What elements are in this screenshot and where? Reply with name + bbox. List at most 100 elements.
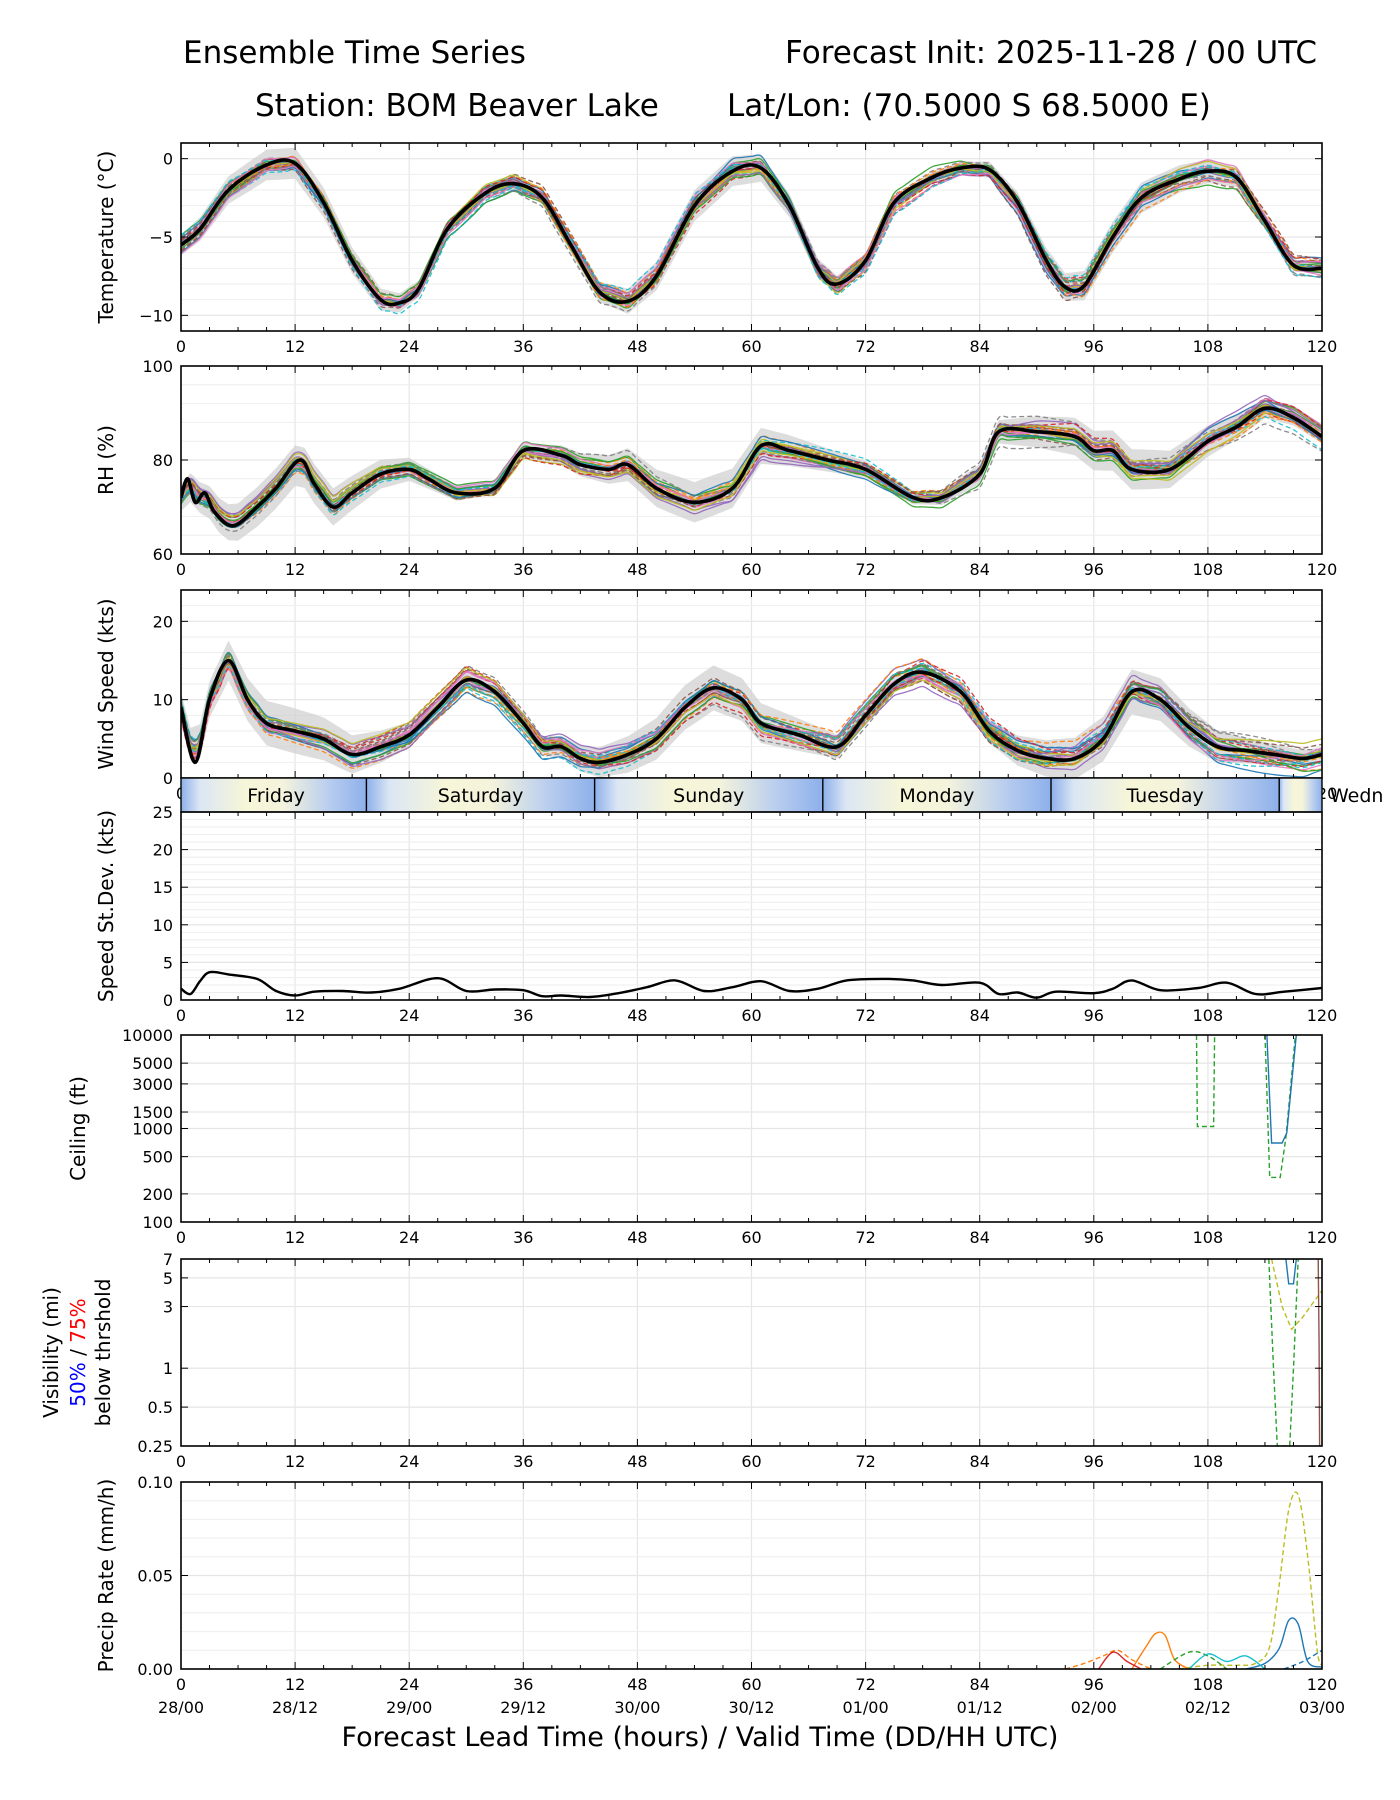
x-tick-label: 96 <box>1084 1006 1104 1025</box>
y-tick-label: 25 <box>153 803 173 822</box>
day-segment <box>366 778 595 812</box>
x-tick-label: 24 <box>399 1006 419 1025</box>
station-label: Station: BOM Beaver Lake <box>255 88 659 124</box>
valid-time-label: 03/00 <box>1299 1698 1345 1717</box>
visibility-below-label: below thrshold <box>91 1279 115 1427</box>
valid-time-label: 28/12 <box>272 1698 318 1717</box>
y-tick-label: 0 <box>163 150 173 169</box>
day-segment <box>1051 778 1280 812</box>
panel-5 <box>180 1258 1323 1447</box>
member-line <box>181 406 1322 525</box>
panel-1-axes: 0 12 24 36 48 60 72 84 96 108 120 60 80 100 <box>142 357 1337 579</box>
x-tick-label: 60 <box>741 1006 761 1025</box>
y-tick-label: 10 <box>153 691 173 710</box>
x-tick-label: 0 <box>176 1006 186 1025</box>
x-tick-label: 24 <box>399 560 419 579</box>
x-tick-label: 36 <box>513 560 533 579</box>
x-tick-label: 12 <box>285 560 305 579</box>
member-line <box>1245 1617 1322 1669</box>
y-tick-label: 200 <box>142 1185 173 1204</box>
x-tick-label: 0 <box>176 1452 186 1471</box>
p50-label: 50% <box>66 1362 90 1406</box>
member-line <box>1065 1649 1152 1669</box>
x-tick-label: 0 <box>176 560 186 579</box>
x-tick-label: 96 <box>1084 1452 1104 1471</box>
member-line <box>181 658 1322 772</box>
x-tick-label: 72 <box>855 1228 875 1247</box>
latlon-label: Lat/Lon: (70.5000 S 68.5000 E) <box>727 88 1211 124</box>
member-line <box>1195 1035 1216 1128</box>
x-tick-label: 36 <box>513 337 533 356</box>
p75-label: 75% <box>66 1298 90 1342</box>
x-tick-label: 60 <box>741 1452 761 1471</box>
y-tick-label: 20 <box>153 841 173 860</box>
x-tick-label: 0 <box>176 1675 186 1694</box>
x-tick-label: 12 <box>285 1006 305 1025</box>
x-tick-label: 84 <box>970 560 990 579</box>
member-line <box>1270 1259 1322 1331</box>
x-tick-label: 60 <box>741 1675 761 1694</box>
x-tick-label: 84 <box>970 1452 990 1471</box>
y-tick-label: 20 <box>153 612 173 631</box>
member-line <box>181 404 1322 517</box>
day-segment <box>1279 778 1322 812</box>
member-line <box>181 403 1322 518</box>
panel-0-axes: 0 12 24 36 48 60 72 84 96 108 120 0 −5 −10 <box>139 142 1338 356</box>
y-tick-label: 10 <box>153 916 173 935</box>
panel-6-axes: 0 28/00 12 28/12 24 29/00 36 29/12 48 30/00 60 30/1… <box>137 1473 1345 1717</box>
x-tick-label: 84 <box>970 1228 990 1247</box>
x-tick-label: 120 <box>1307 1675 1338 1694</box>
y-tick-label: 100 <box>142 357 173 376</box>
x-tick-label: 48 <box>627 337 647 356</box>
y-axis-label: Ceiling (ft) <box>66 1076 90 1181</box>
ensemble-members <box>181 394 1322 541</box>
ensemble-spread-band <box>181 398 1322 541</box>
x-tick-label: 96 <box>1084 1675 1104 1694</box>
valid-time-label: 02/12 <box>1185 1698 1231 1717</box>
y-tick-label: 1 <box>163 1359 173 1378</box>
x-tick-label: 48 <box>627 1006 647 1025</box>
y-axis-label: Wind Speed (kts) <box>94 598 118 769</box>
day-segment <box>594 778 823 812</box>
x-tick-label: 108 <box>1193 337 1224 356</box>
y-tick-label: 10000 <box>122 1026 173 1045</box>
figure-title: Ensemble Time Series <box>183 35 526 71</box>
ensemble-members <box>181 640 1322 778</box>
day-label: Wedn <box>1330 785 1383 807</box>
member-line <box>181 659 1322 765</box>
y-tick-label: 0 <box>163 991 173 1010</box>
x-tick-label: 96 <box>1084 1228 1104 1247</box>
day-label: Friday <box>247 785 305 807</box>
member-line <box>181 409 1322 529</box>
x-tick-label: 24 <box>399 337 419 356</box>
y-tick-label: 0.25 <box>137 1437 173 1456</box>
y-tick-label: 60 <box>153 545 173 564</box>
y-tick-label: 7 <box>163 1250 173 1269</box>
y-tick-label: 1000 <box>132 1120 173 1139</box>
x-tick-label: 48 <box>627 1228 647 1247</box>
x-tick-label: 12 <box>285 1675 305 1694</box>
x-tick-label: 72 <box>855 337 875 356</box>
slash: / <box>66 1343 90 1362</box>
x-tick-label: 120 <box>1307 1006 1338 1025</box>
x-tick-label: 108 <box>1193 1228 1224 1247</box>
day-label: Sunday <box>673 785 744 807</box>
x-tick-label: 108 <box>1193 1452 1224 1471</box>
x-tick-label: 96 <box>1084 337 1104 356</box>
ensemble-members <box>181 147 1322 315</box>
x-tick-label: 120 <box>1307 337 1338 356</box>
x-tick-label: 96 <box>1084 560 1104 579</box>
y-tick-label: −5 <box>149 228 173 247</box>
x-tick-label: 108 <box>1193 1675 1224 1694</box>
x-tick-label: 60 <box>741 337 761 356</box>
y-tick-label: 3000 <box>132 1075 173 1094</box>
member-line <box>181 660 1322 762</box>
x-tick-label: 24 <box>399 1452 419 1471</box>
valid-time-label: 01/12 <box>957 1698 1003 1717</box>
panel-3 <box>180 811 1323 1001</box>
ensemble-mean-line <box>181 658 1322 765</box>
day-label: Tuesday <box>1125 785 1203 807</box>
panel-4-axes: 0 12 24 36 48 60 72 84 96 108 120 100 200 500 10001500… <box>122 1026 1337 1247</box>
member-line <box>181 408 1322 523</box>
x-axis-title: Forecast Lead Time (hours) / Valid Time … <box>341 1722 1059 1753</box>
